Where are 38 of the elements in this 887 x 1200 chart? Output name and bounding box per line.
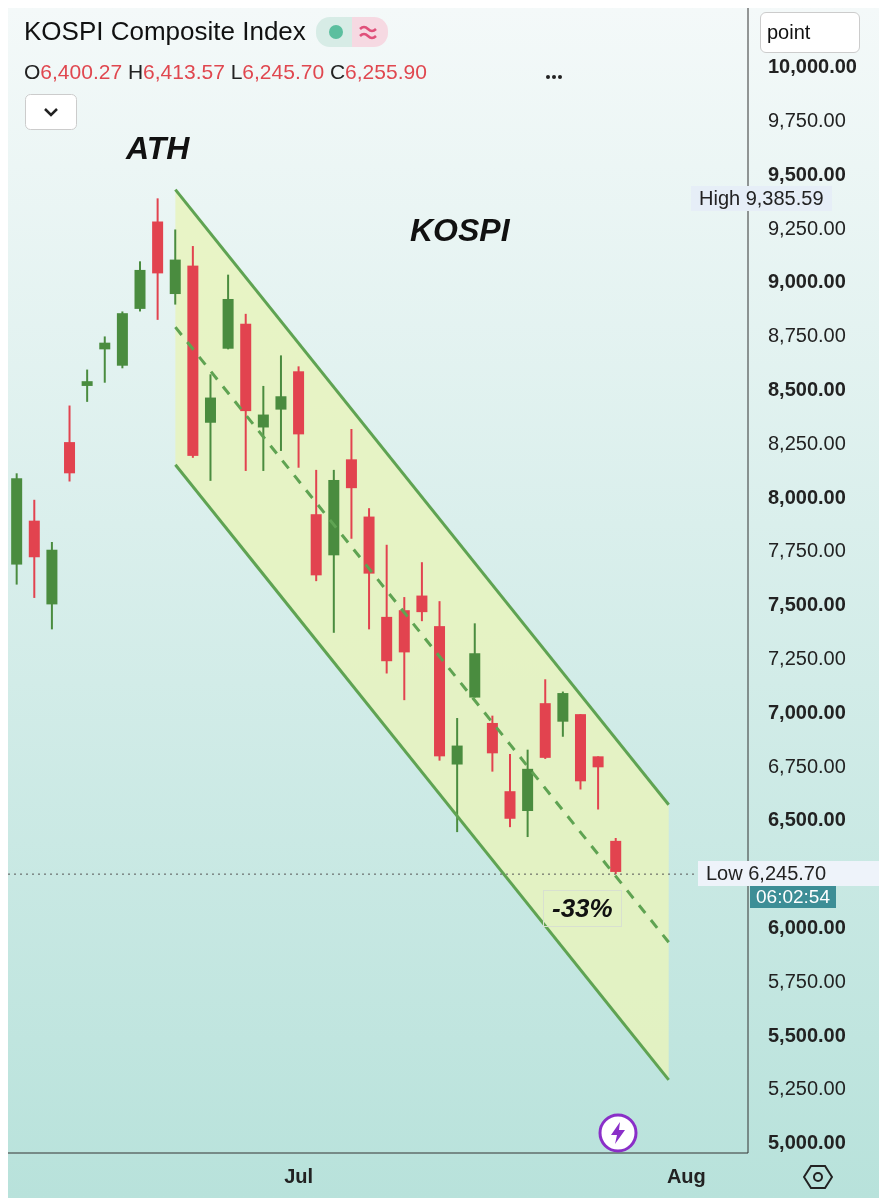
ref-line-label: Low 6,245.70 [698,861,879,887]
annotation: KOSPI [410,212,510,249]
text: point [760,12,860,53]
y-tick-label: 7,250.00 [768,646,846,669]
y-tick-label: 8,250.00 [768,431,846,454]
candlestick [451,717,463,834]
candlestick [81,368,93,403]
y-tick-label: 7,750.00 [768,539,846,562]
annotation: -33% [543,890,622,927]
candlestick [99,335,111,384]
candlestick [592,755,604,811]
y-tick-label: 8,750.00 [768,324,846,347]
text: 06:02:54 [750,886,836,908]
y-tick-label: 8,500.00 [768,377,846,400]
y-tick-label: 8,000.00 [768,485,846,508]
y-tick-label: 5,250.00 [768,1077,846,1100]
y-tick-label: 9,250.00 [768,216,846,239]
candlestick [416,561,428,623]
y-tick-label: 6,500.00 [768,808,846,831]
y-tick-label: 7,500.00 [768,593,846,616]
candlestick [275,354,287,452]
x-tick-label: Jul [284,1165,314,1187]
y-tick-label: 5,500.00 [768,1023,846,1046]
y-tick-label: 9,000.00 [768,270,846,293]
candlestick [257,384,269,472]
y-tick-label: 7,000.00 [768,700,846,723]
x-tick-label: Aug [666,1165,706,1187]
y-tick-label: 9,750.00 [768,108,846,131]
text: O6,400.27 H6,413.57 L6,245.70 C6,255.90 [24,60,427,83]
y-tick-label: 5,750.00 [768,969,846,992]
annotation: ATH [126,130,190,167]
chart-title: KOSPI Composite Index [24,16,306,47]
y-tick-label: 5,000.00 [768,1131,846,1154]
y-tick-label: 10,000.00 [768,55,857,78]
y-tick-label: 6,000.00 [768,916,846,939]
y-tick-label: 9,500.00 [768,162,846,185]
annotation: High 9,385.59 [691,186,832,211]
y-tick-label: 6,750.00 [768,754,846,777]
